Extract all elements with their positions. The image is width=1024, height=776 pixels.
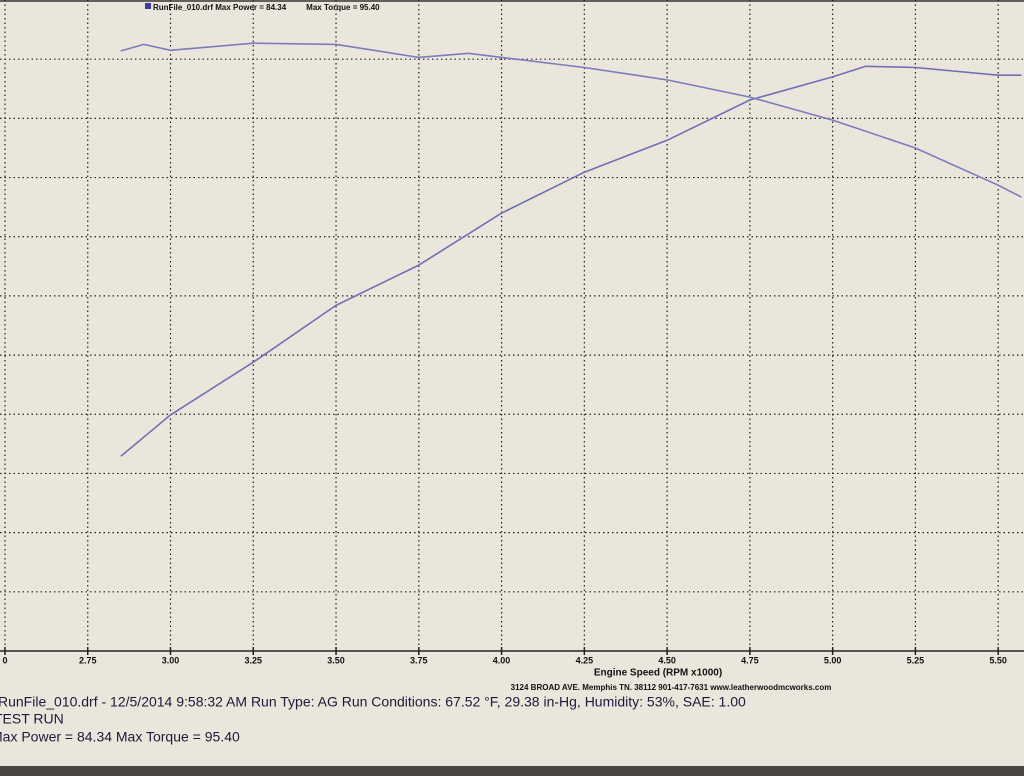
- x-tick-label: 5.50: [989, 655, 1007, 665]
- max-values: Max Power = 84.34 Max Torque = 95.40: [0, 729, 240, 745]
- x-tick-label: 3.25: [245, 655, 263, 665]
- x-tick-label: 4.25: [576, 655, 594, 665]
- legend-entry: RunFile_010.drf Max Power = 84.34: [153, 3, 287, 12]
- x-tick-label: 3.00: [162, 655, 180, 665]
- x-tick-label: 4.75: [741, 655, 759, 665]
- run-title: TEST RUN: [0, 711, 64, 727]
- series-line: [120, 42, 1022, 198]
- x-tick-label: 3.50: [327, 655, 345, 665]
- x-tick-label: 4.00: [493, 655, 511, 665]
- x-tick-label: 2.75: [79, 655, 97, 665]
- x-tick-label: 4.50: [658, 655, 676, 665]
- series-line: [120, 65, 1022, 457]
- run-info: RunFile_010.drf - 12/5/2014 9:58:32 AM R…: [0, 694, 746, 710]
- legend-entry: Max Torque = 95.40: [306, 3, 380, 12]
- x-tick-label: 0: [2, 655, 7, 665]
- address: 3124 BROAD AVE. Memphis TN. 38112 901-41…: [511, 683, 832, 692]
- legend-swatch: [145, 3, 151, 9]
- x-tick-label: 5.25: [907, 655, 925, 665]
- x-tick-label: 5.00: [824, 655, 842, 665]
- table-edge: [0, 766, 1024, 776]
- x-tick-label: 3.75: [410, 655, 428, 665]
- x-axis-title: Engine Speed (RPM x1000): [594, 668, 722, 679]
